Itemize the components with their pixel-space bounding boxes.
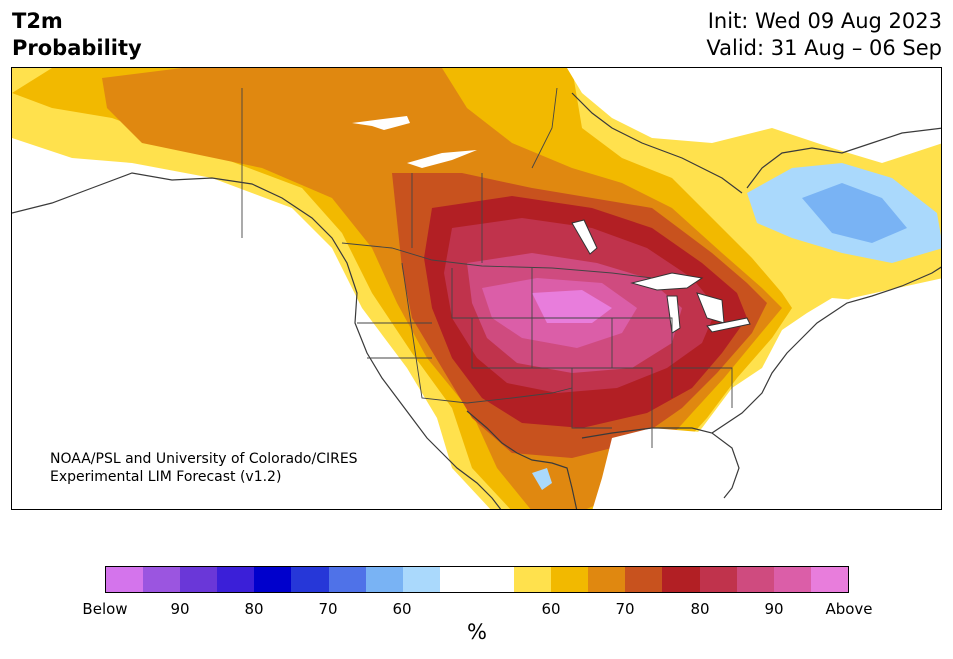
colorbar-segment [736, 567, 774, 592]
colorbar-tick-label: 60 [541, 600, 561, 618]
lake-erie [706, 317, 751, 333]
colorbar-segment [439, 567, 477, 592]
colorbar-tick-label: Below [82, 600, 128, 618]
hudson-bay [567, 68, 941, 163]
colorbar-segment [773, 567, 811, 592]
colorbar-tick-label: Above [825, 600, 873, 618]
prob-band-mexico-cool [532, 468, 552, 490]
colorbar-segment [588, 567, 626, 592]
colorbar-segment [106, 567, 144, 592]
init-date: Init: Wed 09 Aug 2023 [707, 9, 942, 33]
colorbar-segment [810, 567, 848, 592]
prob-band-below-70 [802, 183, 907, 243]
forecast-map: NOAA/PSL and University of Colorado/CIRE… [11, 67, 942, 510]
colorbar-tick-label: 70 [318, 600, 338, 618]
colorbar-segment [328, 567, 366, 592]
atlantic-ocean [747, 278, 941, 509]
coastlines [12, 92, 941, 509]
colorbar-segment [514, 567, 552, 592]
colorbar-segment [662, 567, 700, 592]
colorbar-tick-label: 90 [764, 600, 784, 618]
colorbar-segment [625, 567, 663, 592]
colorbar-segment [254, 567, 292, 592]
map-title: T2m Probability [12, 8, 142, 62]
colorbar-segment [476, 567, 515, 592]
colorbar-segment [402, 567, 440, 592]
colorbar-tick-label: 90 [170, 600, 190, 618]
lake-michigan [666, 295, 681, 334]
lake-winnipeg [571, 219, 598, 255]
map-credit: NOAA/PSL and University of Colorado/CIRE… [50, 450, 358, 486]
colorbar-tick-label: 80 [244, 600, 264, 618]
colorbar-segment [365, 567, 403, 592]
variable-name: T2m [12, 9, 63, 33]
political-borders [241, 87, 733, 448]
valid-period: Valid: 31 Aug – 06 Sep [706, 36, 942, 60]
colorbar-segment [551, 567, 589, 592]
colorbar-tick-label: 80 [690, 600, 710, 618]
great-slave-lake [407, 150, 477, 168]
colorbar-segment [180, 567, 218, 592]
prob-band-above [532, 290, 612, 323]
colorbar-segment [143, 567, 181, 592]
colorbar-segment [699, 567, 737, 592]
colorbar-unit: % [467, 620, 487, 644]
colorbar-tick-label: 70 [615, 600, 635, 618]
great-bear-lake [352, 116, 410, 130]
lake-superior [630, 272, 704, 291]
probability-map-svg [12, 68, 941, 509]
colorbar-tick-label: 60 [392, 600, 412, 618]
credit-line-2: Experimental LIM Forecast (v1.2) [50, 469, 282, 485]
probability-colorbar [105, 566, 849, 593]
colorbar-segment [217, 567, 255, 592]
pacific-ocean [12, 208, 452, 509]
credit-line-1: NOAA/PSL and University of Colorado/CIRE… [50, 451, 358, 467]
forecast-dates: Init: Wed 09 Aug 2023 Valid: 31 Aug – 06… [706, 8, 942, 62]
gulf-of-mexico [592, 428, 742, 509]
product-name: Probability [12, 36, 142, 60]
colorbar-segment [291, 567, 329, 592]
